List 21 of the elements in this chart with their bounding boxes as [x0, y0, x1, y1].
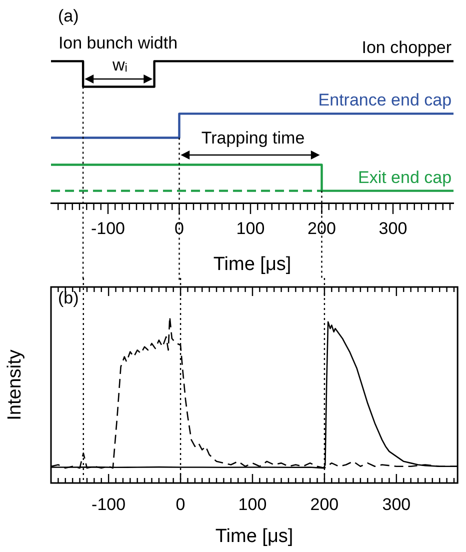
series-label: Ion chopper	[362, 38, 452, 58]
x-tick-label: 100	[238, 494, 267, 514]
x-tick-label: -100	[92, 494, 126, 514]
annotation: wᵢ	[112, 56, 128, 75]
x-tick-label: 200	[308, 218, 336, 238]
x-tick-label: 0	[176, 494, 186, 514]
x-tick-label: 100	[236, 218, 265, 238]
series-label: Exit end cap	[358, 168, 452, 187]
x-tick-label: 300	[378, 218, 408, 238]
x-tick-label: 0	[174, 218, 184, 238]
text: (b)	[58, 288, 79, 308]
annotation: Trapping time	[201, 128, 305, 148]
series-label: Entrance end cap	[318, 90, 452, 110]
x-tick-label: 200	[310, 494, 339, 514]
x-axis-title: Time [μs]	[213, 254, 292, 275]
x-tick-label: -100	[90, 218, 126, 238]
text: (a)	[58, 6, 79, 26]
text: Ion bunch width	[58, 34, 178, 53]
x-axis-title: Time [μs]	[215, 526, 294, 547]
x-tick-label: 300	[382, 494, 411, 514]
y-axis-title: Intensity	[4, 349, 26, 420]
